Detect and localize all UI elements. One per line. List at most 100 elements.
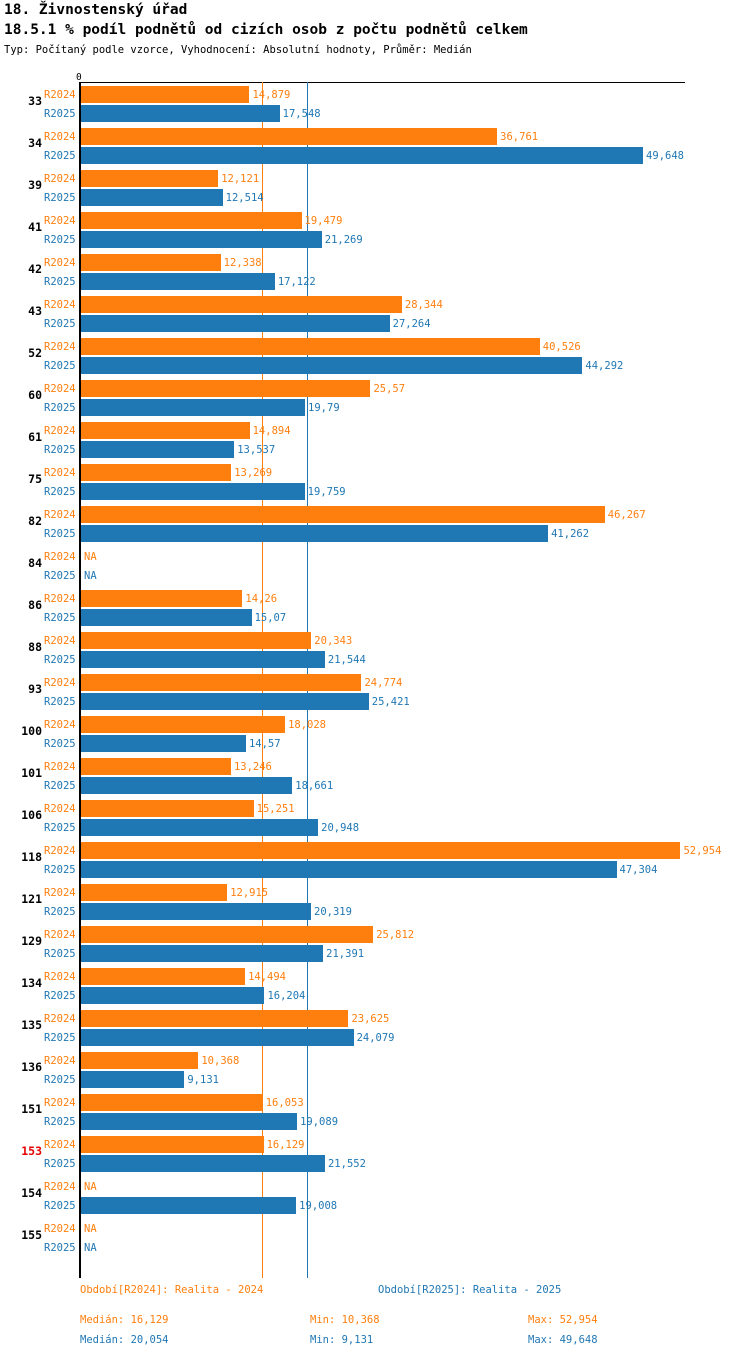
bar[interactable] [81,758,231,775]
chart-bar-row[interactable]: R2025 21,544 [0,651,750,669]
bar[interactable] [81,189,223,206]
chart-bar-row[interactable]: R2025 21,269 [0,231,750,249]
bar[interactable] [81,819,319,836]
bar[interactable] [81,357,583,374]
bar[interactable] [81,861,617,878]
bar[interactable] [81,1029,354,1046]
bar[interactable] [81,693,369,710]
chart-bar-row[interactable]: R2025 21,391 [0,945,750,963]
chart-bar-row[interactable]: R2024 25,57 [0,380,750,398]
bar[interactable] [81,483,305,500]
bar[interactable] [81,170,219,187]
chart-bar-row[interactable]: R2024 NA [0,1178,750,1196]
chart-bar-row[interactable]: R2024 20,343 [0,632,750,650]
chart-bar-row[interactable]: R2024 12,338 [0,254,750,272]
bar[interactable] [81,651,325,668]
chart-bar-row[interactable]: R2025 17,122 [0,273,750,291]
bar[interactable] [81,945,324,962]
chart-bar-row[interactable]: R2025 20,319 [0,903,750,921]
bar[interactable] [81,777,293,794]
bar[interactable] [81,315,390,332]
bar[interactable] [81,1010,349,1027]
bar[interactable] [81,1052,199,1069]
bar[interactable] [81,254,221,271]
chart-bar-row[interactable]: R2024 19,479 [0,212,750,230]
chart-bar-row[interactable]: R2024 12,915 [0,884,750,902]
bar[interactable] [81,506,605,523]
chart-bar-row[interactable]: R2025 19,79 [0,399,750,417]
chart-bar-row[interactable]: R2024 25,812 [0,926,750,944]
bar[interactable] [81,1155,325,1172]
chart-bar-row[interactable]: R2024 13,246 [0,758,750,776]
chart-bar-row[interactable]: R2024 16,129 [0,1136,750,1154]
chart-bar-row[interactable]: R2025 27,264 [0,315,750,333]
bar[interactable] [81,1071,185,1088]
chart-bar-row[interactable]: R2024 NA [0,548,750,566]
bar[interactable] [81,926,374,943]
chart-bar-row[interactable]: R2024 28,344 [0,296,750,314]
bar[interactable] [81,674,362,691]
bar[interactable] [81,212,302,229]
bar[interactable] [81,903,312,920]
bar[interactable] [81,231,322,248]
chart-bar-row[interactable]: R2025 15,07 [0,609,750,627]
chart-bar-row[interactable]: R2024 14,879 [0,86,750,104]
chart-bar-row[interactable]: R2025 24,079 [0,1029,750,1047]
chart-bar-row[interactable]: R2025 19,759 [0,483,750,501]
chart-bar-row[interactable]: R2024 14,894 [0,422,750,440]
bar[interactable] [81,987,265,1004]
chart-bar-row[interactable]: R2025 18,661 [0,777,750,795]
chart-bar-row[interactable]: R2024 NA [0,1220,750,1238]
chart-bar-row[interactable]: R2024 40,526 [0,338,750,356]
chart-bar-row[interactable]: R2025 14,57 [0,735,750,753]
chart-bar-row[interactable]: R2024 52,954 [0,842,750,860]
bar[interactable] [81,422,250,439]
chart-bar-row[interactable]: R2025 49,648 [0,147,750,165]
bar[interactable] [81,590,243,607]
chart-bar-row[interactable]: R2025 16,204 [0,987,750,1005]
bar[interactable] [81,968,246,985]
bar[interactable] [81,86,250,103]
chart-bar-row[interactable]: R2025 44,292 [0,357,750,375]
chart-bar-row[interactable]: R2024 14,494 [0,968,750,986]
chart-bar-row[interactable]: R2025 19,089 [0,1113,750,1131]
chart-bar-row[interactable]: R2024 18,028 [0,716,750,734]
chart-bar-row[interactable]: R2024 16,053 [0,1094,750,1112]
chart-bar-row[interactable]: R2025 25,421 [0,693,750,711]
chart-bar-row[interactable]: R2024 15,251 [0,800,750,818]
bar[interactable] [81,800,254,817]
chart-bar-row[interactable]: R2024 10,368 [0,1052,750,1070]
chart-bar-row[interactable]: R2025 NA [0,567,750,585]
chart-bar-row[interactable]: R2025 9,131 [0,1071,750,1089]
chart-bar-row[interactable]: R2025 17,548 [0,105,750,123]
bar[interactable] [81,842,681,859]
bar[interactable] [81,1197,297,1214]
bar[interactable] [81,884,228,901]
bar[interactable] [81,464,232,481]
chart-bar-row[interactable]: R2024 14,26 [0,590,750,608]
chart-bar-row[interactable]: R2025 41,262 [0,525,750,543]
bar[interactable] [81,525,549,542]
bar[interactable] [81,632,312,649]
bar[interactable] [81,609,252,626]
bar[interactable] [81,735,246,752]
bar[interactable] [81,105,280,122]
chart-bar-row[interactable]: R2024 13,269 [0,464,750,482]
bar[interactable] [81,380,371,397]
chart-bar-row[interactable]: R2025 20,948 [0,819,750,837]
bar[interactable] [81,128,498,145]
bar[interactable] [81,1136,264,1153]
chart-bar-row[interactable]: R2024 12,121 [0,170,750,188]
chart-bar-row[interactable]: R2024 46,267 [0,506,750,524]
bar[interactable] [81,296,402,313]
chart-bar-row[interactable]: R2024 24,774 [0,674,750,692]
chart-bar-row[interactable]: R2025 NA [0,1239,750,1257]
bar[interactable] [81,147,644,164]
chart-bar-row[interactable]: R2025 12,514 [0,189,750,207]
bar[interactable] [81,338,540,355]
chart-bar-row[interactable]: R2025 13,537 [0,441,750,459]
chart-bar-row[interactable]: R2025 47,304 [0,861,750,879]
bar[interactable] [81,441,235,458]
chart-bar-row[interactable]: R2024 36,761 [0,128,750,146]
bar[interactable] [81,399,306,416]
